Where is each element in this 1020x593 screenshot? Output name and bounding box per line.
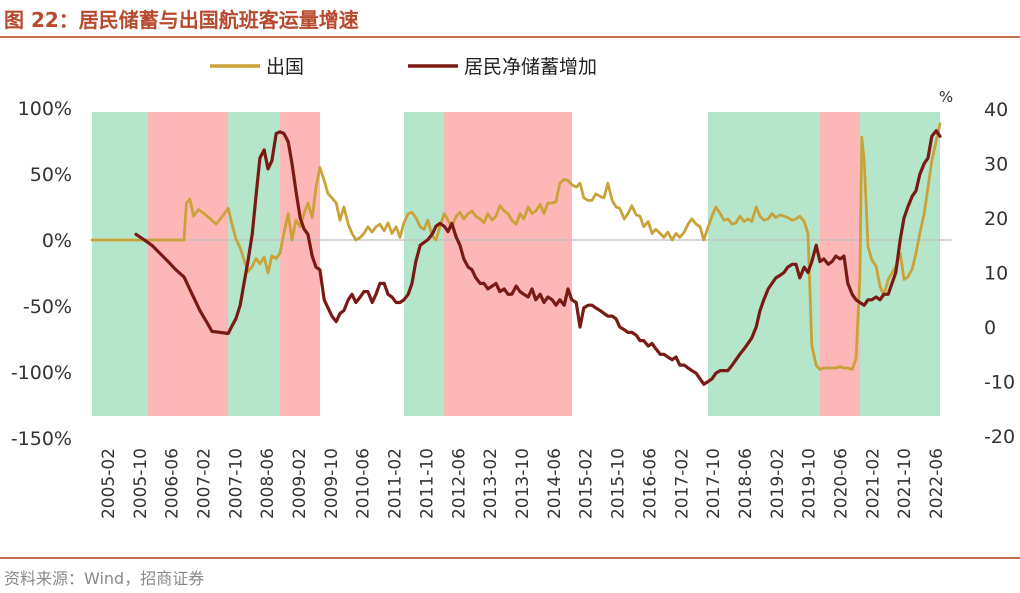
shaded-region-5 <box>444 112 572 416</box>
y-right-unit: % <box>939 88 953 106</box>
legend-label-savings: 居民净储蓄增加 <box>464 56 597 78</box>
x-tick-label: 2010-06 <box>354 448 374 519</box>
x-tick-label: 2005-10 <box>131 448 151 519</box>
x-tick-label: 2021-02 <box>863 448 883 519</box>
x-tick-label: 2011-10 <box>417 448 437 519</box>
shaded-region-6 <box>708 112 821 416</box>
legend-label-outbound: 出国 <box>266 56 304 78</box>
footer-divider <box>0 557 1020 559</box>
x-tick-label: 2007-02 <box>194 448 214 519</box>
x-tick-label: 2019-02 <box>768 448 788 519</box>
chart-title: 图 22：居民储蓄与出国航班客运量增速 <box>4 8 359 32</box>
x-tick-label: 2009-02 <box>290 448 310 519</box>
x-tick-label: 2019-10 <box>800 448 820 519</box>
x-tick-label: 2015-10 <box>609 448 629 519</box>
shaded-region-1 <box>148 112 229 416</box>
x-tick-label: 2013-02 <box>481 448 501 519</box>
x-tick-label: 2016-06 <box>640 448 660 519</box>
x-tick-label: 2006-06 <box>163 448 183 519</box>
x-tick-label: 2020-06 <box>832 448 852 519</box>
x-tick-label: 2007-10 <box>226 448 246 519</box>
y-right-tick-label: 40 <box>984 99 1008 121</box>
y-right-tick-label: -10 <box>984 372 1015 394</box>
x-tick-label: 2008-06 <box>258 448 278 519</box>
x-tick-label: 2012-06 <box>449 448 469 519</box>
x-tick-label: 2005-02 <box>99 448 119 519</box>
source-note: 资料来源：Wind，招商证券 <box>4 569 205 588</box>
y-right-tick-label: 20 <box>984 208 1008 230</box>
x-tick-label: 2017-02 <box>672 448 692 519</box>
y-left-tick-label: -150% <box>11 428 72 450</box>
y-left-tick-label: -50% <box>23 296 72 318</box>
y-left-tick-label: -100% <box>11 362 72 384</box>
title-divider <box>0 36 1020 38</box>
x-tick-label: 2022-06 <box>927 448 947 519</box>
x-tick-label: 2013-10 <box>513 448 533 519</box>
x-tick-label: 2018-06 <box>736 448 756 519</box>
x-tick-label: 2015-02 <box>577 448 597 519</box>
y-right-tick-label: 10 <box>984 263 1008 285</box>
shaded-region-0 <box>92 112 149 416</box>
y-right-tick-label: -20 <box>984 426 1015 448</box>
series-line-savings <box>134 129 942 386</box>
x-tick-label: 2021-10 <box>895 448 915 519</box>
line-chart: 100% 50% 0% -50% -100% -150% 40 30 20 10 0 -10 -20% 2… <box>11 56 1015 519</box>
x-tick-label: 2017-10 <box>704 448 724 519</box>
x-tick-label: 2011-02 <box>386 448 406 519</box>
x-tick-label: 2009-10 <box>322 448 342 519</box>
y-right-tick-label: 30 <box>984 154 1008 176</box>
y-left-tick-label: 0% <box>42 230 72 252</box>
y-left-tick-label: 50% <box>30 164 72 186</box>
y-right-tick-label: 0 <box>984 317 996 339</box>
shaded-region-4 <box>403 112 445 416</box>
y-left-tick-label: 100% <box>18 98 72 120</box>
x-tick-label: 2014-06 <box>545 448 565 519</box>
